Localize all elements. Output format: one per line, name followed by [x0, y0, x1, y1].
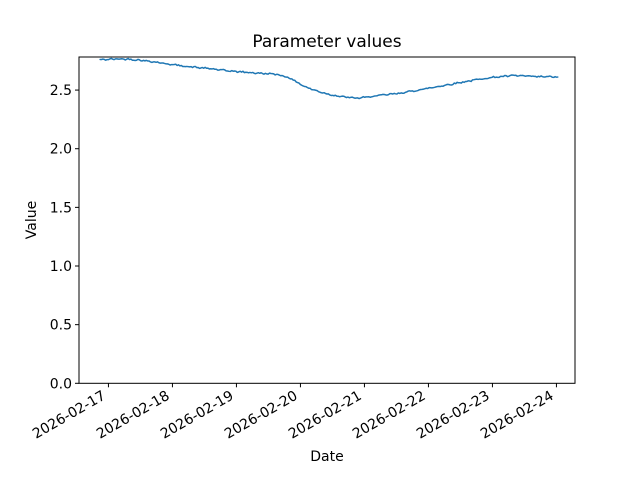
- y-tick-label: 2.5: [50, 83, 72, 99]
- y-tick-label: 0.0: [50, 376, 72, 392]
- data-series-line: [99, 57, 559, 100]
- x-axis-label: Date: [310, 449, 343, 465]
- plot-area-border: [78, 56, 576, 384]
- x-tick-label: 2026-02-24: [478, 388, 557, 443]
- x-axis-ticks: 2026-02-172026-02-182026-02-192026-02-20…: [30, 383, 557, 442]
- y-axis-label: Value: [24, 201, 40, 239]
- y-tick-label: 1.0: [50, 259, 72, 275]
- y-tick-label: 1.5: [50, 200, 72, 216]
- y-axis-ticks: 0.0 0.5 1.0 1.5 2.0 2.5: [50, 83, 79, 392]
- chart-title: Parameter values: [252, 32, 401, 52]
- y-tick-label: 0.5: [50, 318, 72, 334]
- y-tick-label: 2.0: [50, 142, 72, 158]
